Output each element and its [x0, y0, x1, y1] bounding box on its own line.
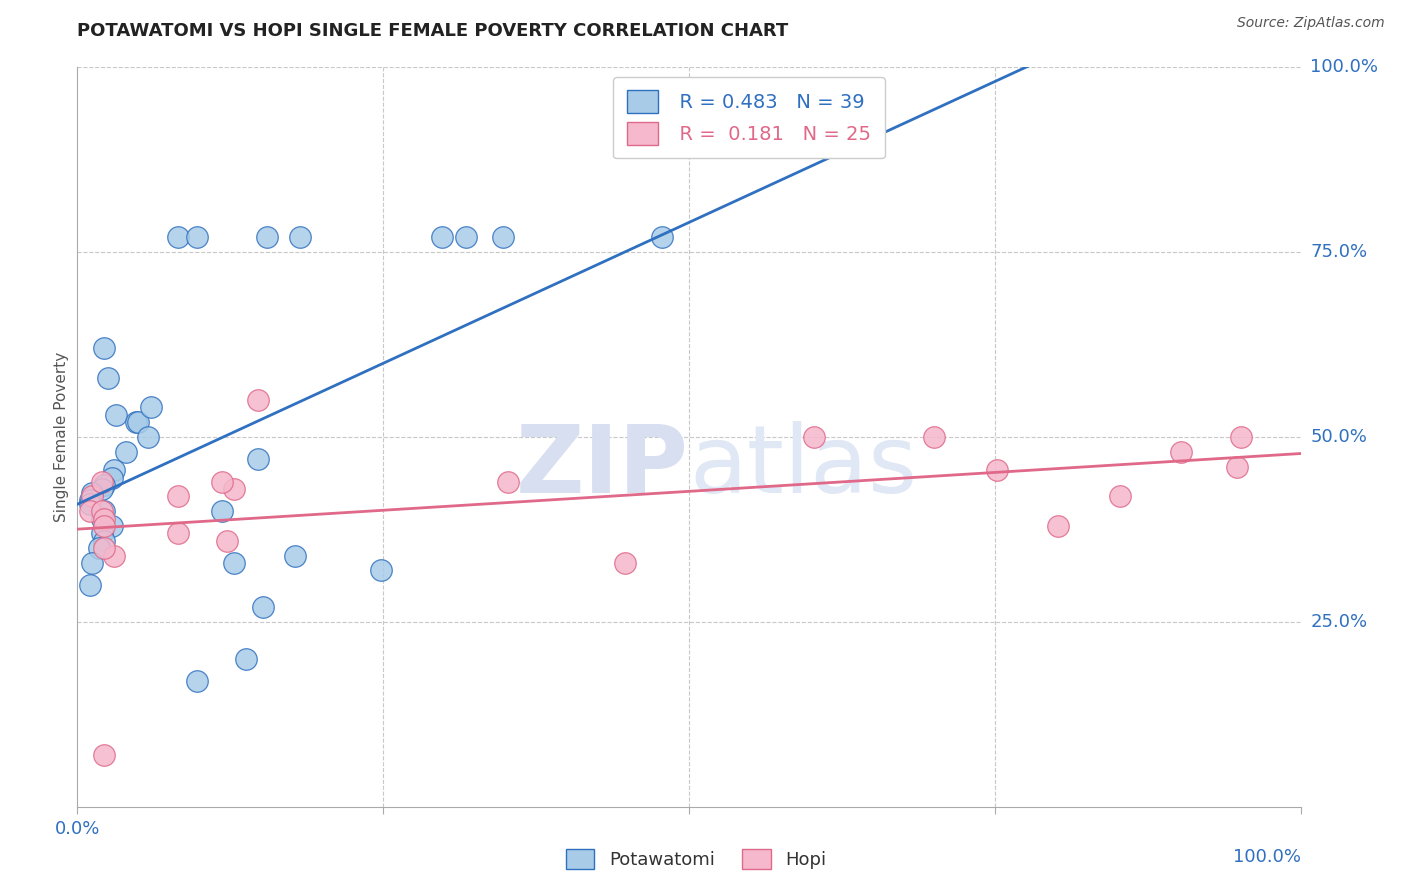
- Point: [80, 489, 103, 503]
- Point: [456, 230, 478, 244]
- Point: [79, 578, 101, 592]
- Point: [186, 674, 208, 689]
- Text: Source: ZipAtlas.com: Source: ZipAtlas.com: [1237, 16, 1385, 30]
- Point: [496, 475, 519, 489]
- Point: [90, 504, 112, 518]
- Point: [90, 511, 112, 525]
- Point: [93, 511, 115, 525]
- Point: [93, 519, 115, 533]
- Point: [90, 526, 112, 541]
- Point: [79, 497, 101, 511]
- Point: [1170, 445, 1192, 459]
- Point: [492, 230, 515, 244]
- Point: [103, 463, 125, 477]
- Point: [986, 463, 1008, 477]
- Point: [79, 493, 101, 508]
- Point: [97, 371, 120, 385]
- Point: [127, 415, 149, 429]
- Point: [288, 230, 311, 244]
- Point: [1229, 430, 1251, 444]
- Point: [93, 748, 115, 763]
- Point: [136, 430, 159, 444]
- Point: [1108, 489, 1130, 503]
- Point: [79, 504, 101, 518]
- Point: [93, 533, 115, 548]
- Point: [222, 556, 245, 570]
- Text: 100.0%: 100.0%: [1310, 58, 1378, 76]
- Point: [247, 452, 270, 467]
- Point: [125, 415, 148, 429]
- Point: [100, 519, 122, 533]
- Point: [166, 230, 188, 244]
- Point: [247, 392, 270, 407]
- Point: [922, 430, 945, 444]
- Legend: Potawatomi, Hopi: Potawatomi, Hopi: [557, 839, 835, 879]
- Text: 75.0%: 75.0%: [1310, 243, 1368, 261]
- Point: [115, 445, 138, 459]
- Point: [100, 471, 122, 485]
- Point: [93, 504, 115, 518]
- Point: [93, 478, 115, 492]
- Point: [139, 401, 162, 415]
- Point: [93, 541, 115, 555]
- Point: [284, 549, 307, 563]
- Point: [256, 230, 278, 244]
- Y-axis label: Single Female Poverty: Single Female Poverty: [53, 352, 69, 522]
- Point: [215, 533, 238, 548]
- Point: [614, 556, 637, 570]
- Point: [80, 485, 103, 500]
- Text: 50.0%: 50.0%: [1310, 428, 1367, 446]
- Text: 100.0%: 100.0%: [1233, 848, 1301, 866]
- Point: [105, 408, 128, 422]
- Point: [93, 341, 115, 355]
- Point: [1226, 459, 1249, 474]
- Point: [186, 230, 208, 244]
- Point: [166, 489, 188, 503]
- Text: atlas: atlas: [689, 421, 917, 513]
- Point: [90, 482, 112, 496]
- Point: [1047, 519, 1070, 533]
- Point: [235, 652, 257, 666]
- Point: [430, 230, 453, 244]
- Point: [803, 430, 825, 444]
- Point: [211, 475, 233, 489]
- Point: [370, 563, 392, 577]
- Text: POTAWATOMI VS HOPI SINGLE FEMALE POVERTY CORRELATION CHART: POTAWATOMI VS HOPI SINGLE FEMALE POVERTY…: [77, 22, 789, 40]
- Point: [89, 541, 111, 555]
- Point: [103, 549, 125, 563]
- Text: 25.0%: 25.0%: [1310, 613, 1368, 632]
- Legend:   R = 0.483   N = 39,   R =  0.181   N = 25: R = 0.483 N = 39, R = 0.181 N = 25: [613, 77, 886, 159]
- Point: [166, 526, 188, 541]
- Text: ZIP: ZIP: [516, 421, 689, 513]
- Point: [211, 504, 233, 518]
- Point: [80, 556, 103, 570]
- Point: [222, 482, 245, 496]
- Point: [252, 600, 274, 615]
- Point: [651, 230, 673, 244]
- Point: [90, 475, 112, 489]
